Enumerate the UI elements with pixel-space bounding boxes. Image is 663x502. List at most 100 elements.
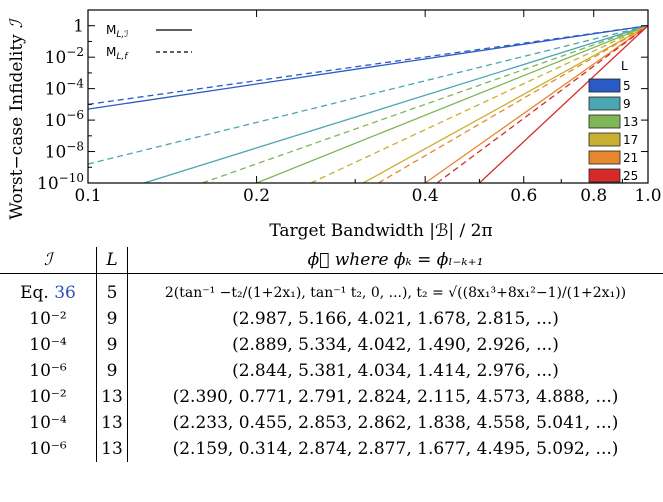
cell-infidelity: 10⁻⁴ bbox=[0, 332, 97, 358]
header-length: L bbox=[96, 247, 128, 274]
x-tick-label-1: 0.2 bbox=[243, 186, 270, 206]
length-legend-label-21: 21 bbox=[623, 151, 638, 165]
cell-phases: 2(tan⁻¹ −t₂/(1+2x₁), tan⁻¹ t₂, 0, ...), … bbox=[164, 285, 627, 301]
style-legend-sub-0: L,ℐ bbox=[116, 30, 128, 40]
table-row: 10⁻⁶ 9 (2.844, 5.381, 4.034, 1.414, 2.976,… bbox=[0, 358, 663, 384]
cell-phases: (2.159, 0.314, 2.874, 2.877, 1.677, 4.49… bbox=[172, 439, 619, 459]
series-line-L9-solid bbox=[144, 25, 648, 183]
length-legend-swatch-17 bbox=[588, 132, 621, 147]
style-legend-main-1: M bbox=[106, 45, 116, 59]
style-legend-sub-1: L,f bbox=[116, 52, 129, 62]
x-tick-label-4: 0.8 bbox=[580, 186, 607, 206]
cell-infidelity: 10⁻⁶ bbox=[0, 358, 97, 384]
length-legend: L 5 9 13 17 21 25 bbox=[588, 59, 638, 183]
y-tick-label-2: 10−4 bbox=[45, 77, 85, 100]
series-line-L17-dashed bbox=[310, 25, 648, 183]
series-line-L25-dashed bbox=[436, 25, 648, 183]
table-row: 10⁻² 9 (2.987, 5.166, 4.021, 1.678, 2.815,… bbox=[0, 306, 663, 332]
x-tick-label-2: 0.4 bbox=[412, 186, 439, 206]
y-tick-base-2: 10 bbox=[45, 80, 67, 100]
cell-length: 13 bbox=[96, 410, 128, 436]
style-legend-label-1: ML,f bbox=[106, 45, 129, 62]
infidelity-value: 10⁻⁴ bbox=[29, 413, 67, 433]
series-line-L9-dashed bbox=[88, 25, 648, 165]
table-row: 10⁻⁴ 9 (2.889, 5.334, 4.042, 1.490, 2.926,… bbox=[0, 332, 663, 358]
length-legend-swatch-5 bbox=[588, 78, 621, 93]
length-legend-swatch-25 bbox=[588, 168, 621, 183]
phase-parameter-table: ℐ L ϕ⃗ where ϕₖ = ϕₗ₋ₖ₊₁ Eq. 36 5 2(tan⁻¹ … bbox=[0, 247, 663, 462]
series-line-L21-solid bbox=[424, 25, 648, 183]
x-tick-label-3: 0.6 bbox=[510, 186, 537, 206]
y-tick-base-5: 10 bbox=[37, 174, 59, 194]
series-line-L17-solid bbox=[362, 25, 648, 183]
plot-frame bbox=[87, 9, 649, 184]
y-tick-base-3: 10 bbox=[45, 111, 67, 131]
cell-phases: (2.390, 0.771, 2.791, 2.824, 2.115, 4.57… bbox=[172, 387, 619, 407]
infidelity-value: 10⁻⁶ bbox=[29, 361, 67, 381]
series-lines bbox=[88, 25, 648, 183]
cell-length: 9 bbox=[96, 306, 128, 332]
cell-length: 5 bbox=[96, 273, 128, 306]
series-line-L21-dashed bbox=[378, 25, 648, 183]
infidelity-value: 10⁻⁶ bbox=[29, 439, 67, 459]
y-tick-base-1: 10 bbox=[45, 48, 67, 68]
length-legend-label-5: 5 bbox=[623, 79, 631, 93]
y-tick-exp-5: −10 bbox=[59, 171, 84, 185]
infidelity-value: Eq. bbox=[20, 283, 55, 303]
y-tick-exp-4: −8 bbox=[66, 140, 84, 154]
series-line-L5-dashed bbox=[88, 25, 648, 106]
y-tick-label-1: 10−2 bbox=[45, 45, 84, 68]
cell-infidelity: 10⁻⁴ bbox=[0, 410, 97, 436]
header-phases: ϕ⃗ where ϕₖ = ϕₗ₋ₖ₊₁ bbox=[127, 247, 663, 274]
length-legend-swatch-21 bbox=[588, 150, 621, 165]
cell-phases: (2.987, 5.166, 4.021, 1.678, 2.815, ...) bbox=[232, 309, 559, 329]
series-line-L25-solid bbox=[478, 25, 648, 183]
style-legend: ML,ℐML,f bbox=[106, 23, 192, 62]
table-header-row: ℐ L ϕ⃗ where ϕₖ = ϕₗ₋ₖ₊₁ bbox=[0, 247, 663, 274]
y-tick-exp-3: −6 bbox=[66, 108, 84, 122]
y-tick-exp-1: −2 bbox=[66, 45, 84, 59]
equation-reference-link[interactable]: 36 bbox=[54, 283, 76, 303]
length-legend-label-17: 17 bbox=[623, 133, 638, 147]
cell-phases: (2.233, 0.455, 2.853, 2.862, 1.838, 4.55… bbox=[172, 413, 619, 433]
header-infidelity: ℐ bbox=[0, 247, 97, 274]
infidelity-value: 10⁻² bbox=[29, 387, 67, 407]
y-tick-exp-2: −4 bbox=[66, 77, 84, 91]
y-tick-label-0: 1 bbox=[73, 17, 84, 37]
y-tick-label-5: 10−10 bbox=[37, 171, 84, 194]
y-tick-label-4: 10−8 bbox=[45, 140, 84, 163]
cell-infidelity: 10⁻⁶ bbox=[0, 436, 97, 462]
length-legend-swatch-9 bbox=[588, 96, 621, 111]
cell-phases: (2.844, 5.381, 4.034, 1.414, 2.976, ...) bbox=[232, 361, 559, 381]
infidelity-value: 10⁻⁴ bbox=[29, 335, 67, 355]
length-legend-label-13: 13 bbox=[623, 115, 638, 129]
length-legend-label-25: 25 bbox=[623, 169, 638, 183]
style-legend-label-0: ML,ℐ bbox=[106, 23, 128, 40]
cell-infidelity: 10⁻² bbox=[0, 306, 97, 332]
series-line-L13-dashed bbox=[202, 25, 648, 183]
x-tick-label-5: 1.0 bbox=[634, 186, 661, 206]
length-legend-swatch-13 bbox=[588, 114, 621, 129]
y-tick-label-3: 10−6 bbox=[45, 108, 84, 131]
table-row: Eq. 36 5 2(tan⁻¹ −t₂/(1+2x₁), tan⁻¹ t₂, 0,… bbox=[0, 273, 663, 307]
x-tick-label-0: 0.1 bbox=[74, 186, 101, 206]
length-legend-label-9: 9 bbox=[623, 97, 631, 111]
x-axis-label: Target Bandwidth |ℬ| / 2π bbox=[269, 221, 492, 241]
table-row: 10⁻⁶ 13 (2.159, 0.314, 2.874, 2.877, 1.677… bbox=[0, 436, 663, 462]
style-legend-main-0: M bbox=[106, 23, 116, 37]
cell-infidelity: 10⁻² bbox=[0, 384, 97, 410]
table-row: 10⁻² 13 (2.390, 0.771, 2.791, 2.824, 2.115… bbox=[0, 384, 663, 410]
series-line-L5-solid bbox=[88, 25, 648, 110]
cell-length: 9 bbox=[96, 358, 128, 384]
cell-phases: (2.889, 5.334, 4.042, 1.490, 2.926, ...) bbox=[232, 335, 559, 355]
cell-length: 13 bbox=[96, 436, 128, 462]
cell-length: 9 bbox=[96, 332, 128, 358]
y-tick-base-4: 10 bbox=[45, 143, 67, 163]
cell-length: 13 bbox=[96, 384, 128, 410]
infidelity-chart: Worst−case Infidelityℐ Target Bandwidth … bbox=[0, 0, 663, 245]
cell-infidelity: Eq. 36 bbox=[0, 274, 97, 307]
y-tick-base-0: 1 bbox=[73, 17, 84, 37]
chart-canvas: Worst−case Infidelityℐ Target Bandwidth … bbox=[7, 9, 662, 241]
length-legend-title: L bbox=[621, 59, 628, 73]
series-line-L13-solid bbox=[256, 25, 648, 183]
